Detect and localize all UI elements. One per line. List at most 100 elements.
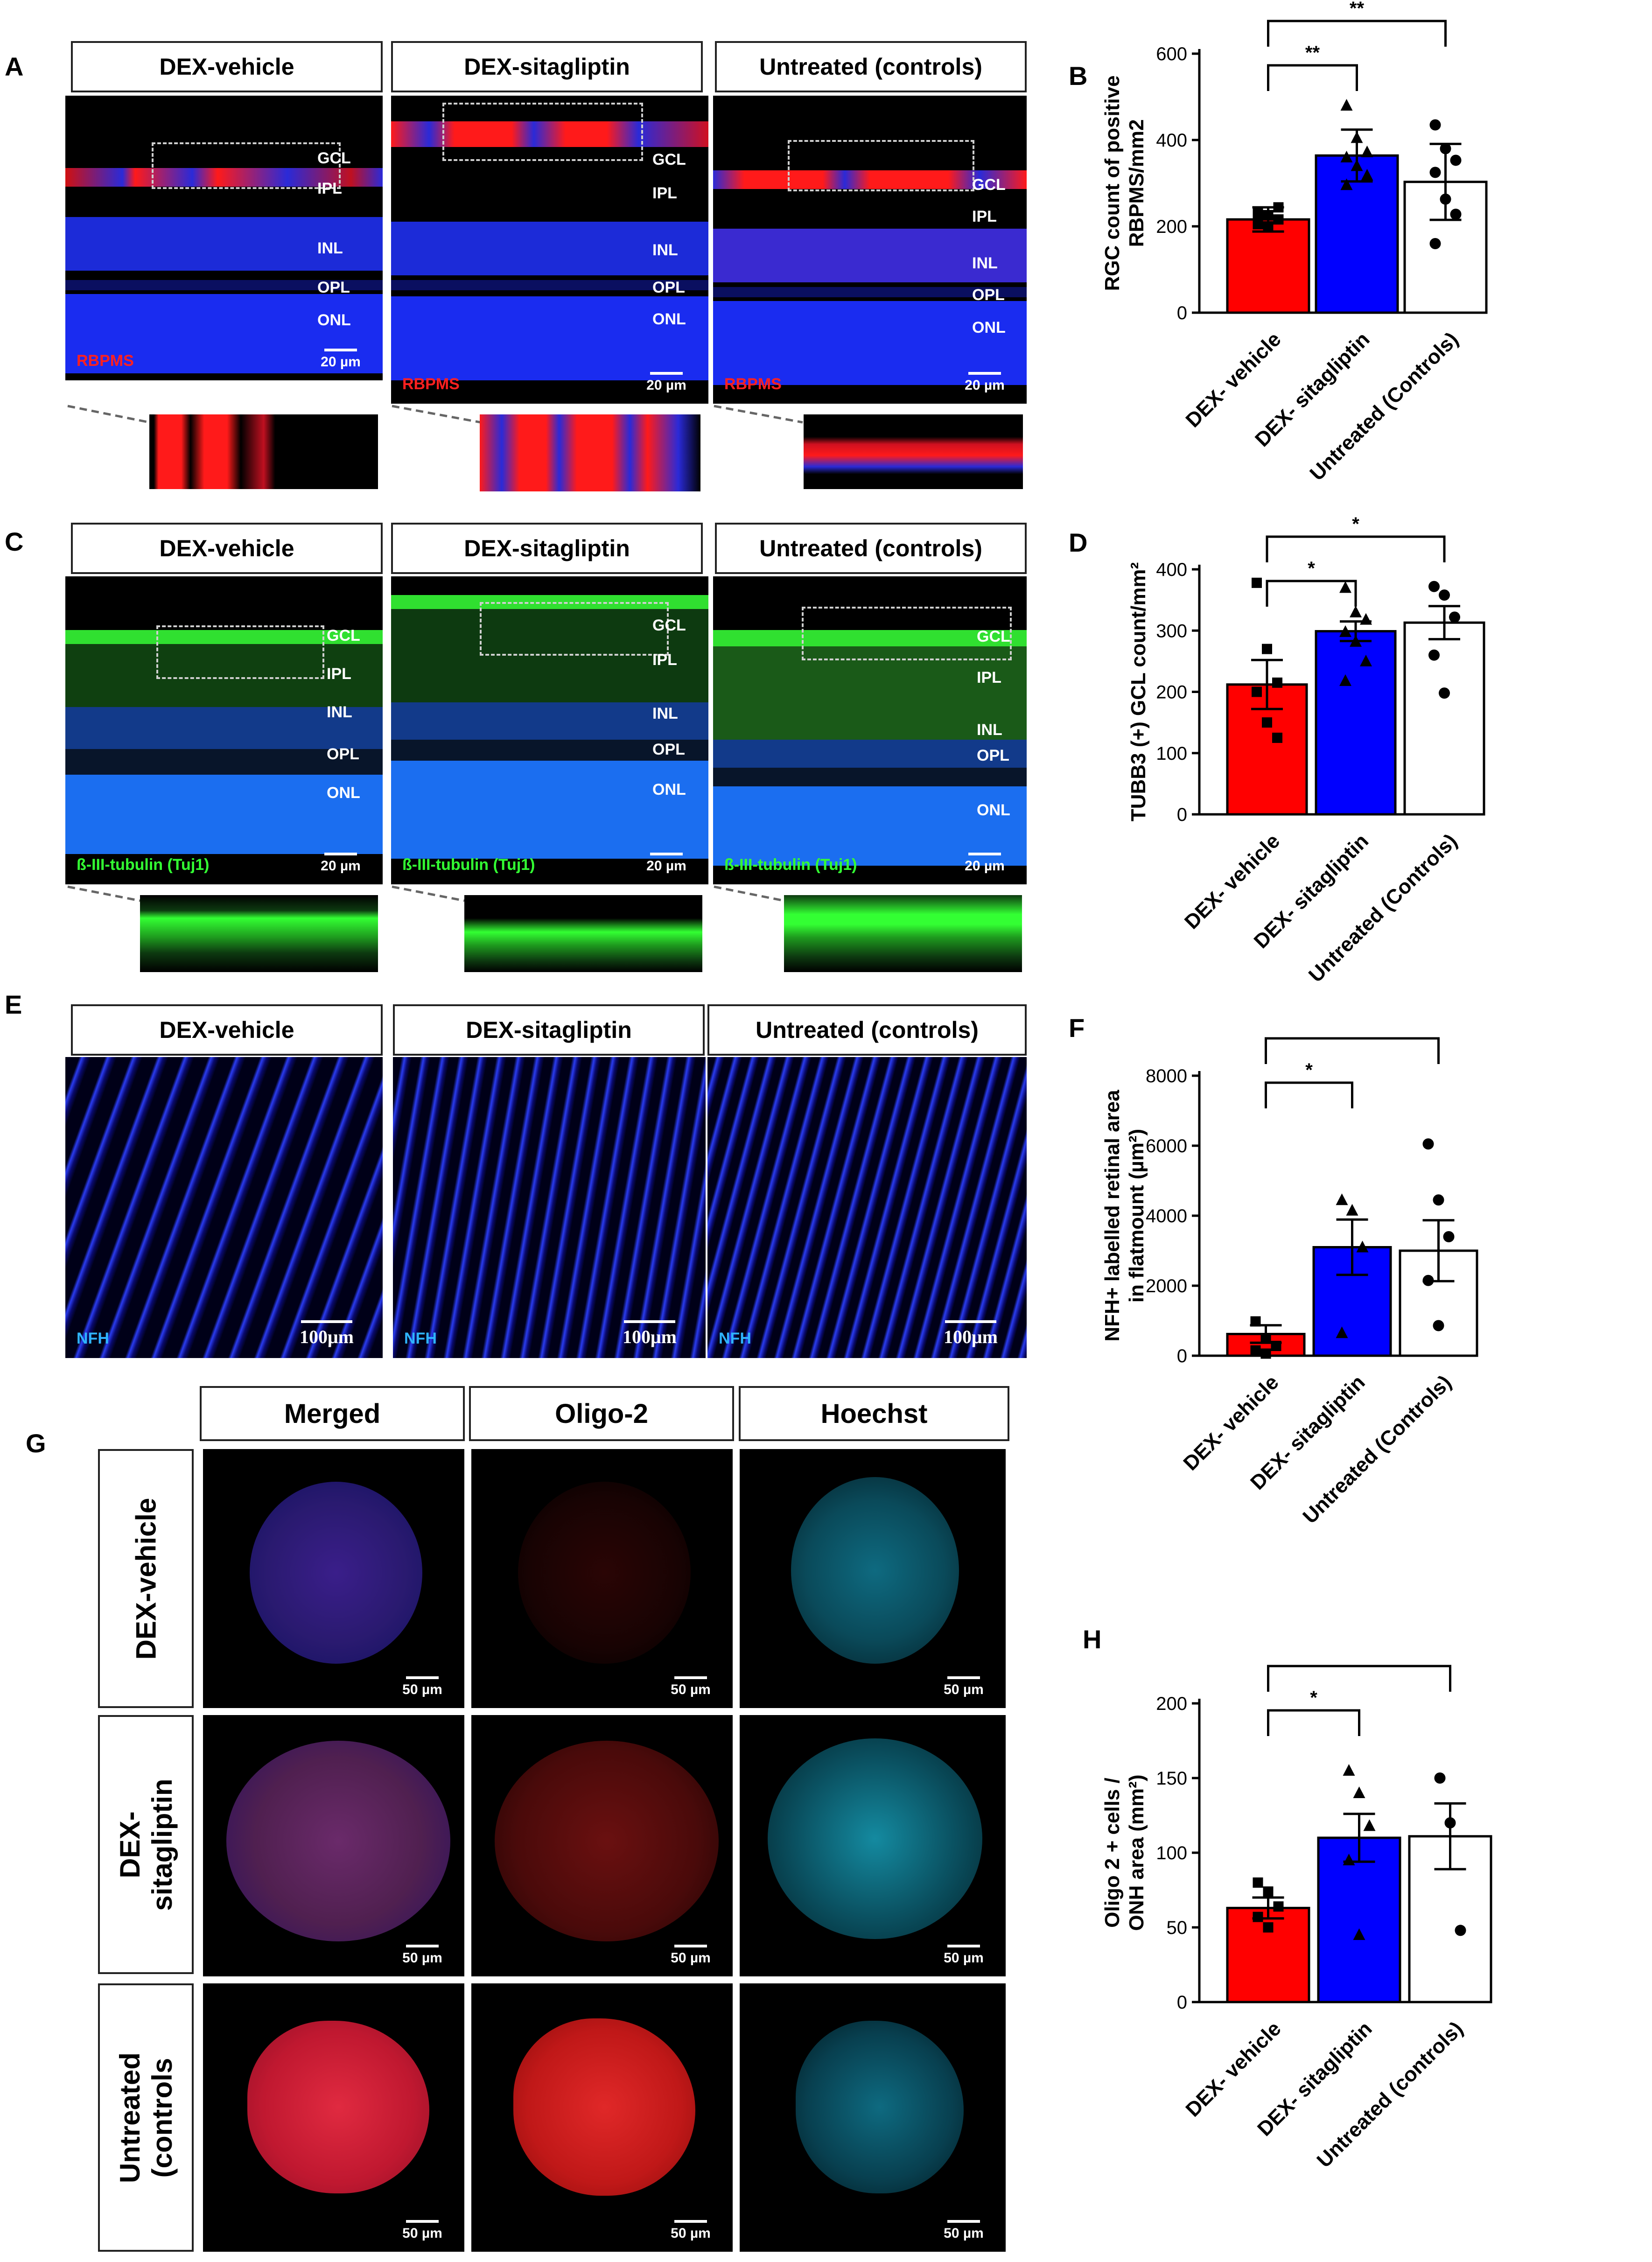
tuj1-zoom-inset-untreated: [784, 895, 1022, 972]
bar: [1226, 1906, 1310, 2003]
data-point: [1260, 1333, 1271, 1344]
stain-label-nfh: NFH: [404, 1330, 437, 1347]
x-category-label: Untreated (controls): [1313, 2017, 1468, 2172]
stain-label-nfh: NFH: [77, 1330, 109, 1347]
scale-bar: 100μm: [612, 1320, 687, 1348]
significance-bracket: [1267, 1709, 1360, 1736]
data-point: [1346, 1204, 1358, 1216]
stain-label-rbpms: RBPMS: [402, 375, 460, 393]
bar: [1315, 630, 1397, 816]
scale-bar-label: 50 µm: [944, 2226, 984, 2241]
data-point: [1340, 151, 1353, 162]
layer-label-opl: OPL: [652, 741, 685, 758]
zoom-connector-lines: [67, 405, 803, 424]
y-tick-label: 200: [1156, 217, 1187, 237]
y-tick-label: 0: [1177, 805, 1187, 825]
data-point: [1440, 193, 1451, 205]
scale-bar: 50 µm: [940, 2220, 987, 2241]
layer-label-ipl: IPL: [652, 184, 677, 202]
scale-bar: 50 µm: [399, 1676, 446, 1698]
bar: [1403, 621, 1485, 816]
y-tick-label: 4000: [1146, 1206, 1187, 1226]
y-axis-label: RGC count of positive RBPMS/mm2: [1101, 76, 1148, 291]
onh-section: [791, 1477, 959, 1664]
significance-bracket: [1265, 1081, 1353, 1108]
onh-section: [768, 1738, 982, 1939]
scale-bar-label: 20 µm: [646, 378, 686, 393]
data-point: [1433, 1194, 1444, 1206]
onh-oligo2-untreated: 50 µm: [471, 1983, 733, 2252]
nfh-image-sitagliptin: NFH 100μm: [393, 1057, 706, 1358]
data-point: [1336, 1193, 1348, 1205]
y-tick-label: 100: [1156, 743, 1187, 764]
layer-label-inl: INL: [317, 239, 343, 257]
y-tick-label: 0: [1177, 1346, 1187, 1366]
scale-bar-label: 50 µm: [671, 2226, 711, 2241]
data-point: [1429, 238, 1441, 249]
row-header-label: Untreated (controls: [114, 2052, 178, 2183]
data-point: [1361, 145, 1373, 157]
x-category-label: DEX- vehicle: [1181, 2017, 1285, 2121]
header-untreated: Untreated (controls): [715, 523, 1027, 574]
header-dex-sitagliptin: DEX-sitagliptin: [393, 1004, 705, 1056]
data-point: [1351, 131, 1363, 143]
onh-merged-vehicle: 50 µm: [203, 1449, 464, 1708]
significance-bracket: [1267, 20, 1447, 47]
data-point: [1343, 1764, 1355, 1776]
y-tick-label: 200: [1156, 682, 1187, 703]
layer-label-onl: ONL: [977, 801, 1010, 819]
data-point: [1263, 210, 1274, 220]
layer-label-onl: ONL: [652, 310, 686, 328]
row-header-vehicle: DEX-vehicle: [98, 1449, 194, 1708]
onh-merged-sitagliptin: 50 µm: [203, 1715, 464, 1976]
onh-section: [796, 2021, 964, 2193]
layer-label-opl: OPL: [327, 745, 359, 763]
data-point: [1340, 99, 1353, 111]
y-tick-label: 2000: [1146, 1276, 1187, 1296]
onh-merged-untreated: 50 µm: [203, 1983, 464, 2252]
panel-label-h: H: [1083, 1625, 1102, 1654]
zoom-region-box: [788, 140, 974, 191]
data-point: [1273, 214, 1284, 225]
y-tick-label: 8000: [1146, 1066, 1187, 1086]
scale-bar: 20 µm: [961, 853, 1008, 874]
layer-label-ipl: IPL: [977, 669, 1001, 686]
layer-label-gcl: GCL: [652, 616, 686, 634]
data-point: [1429, 167, 1441, 178]
scale-bar-label: 50 µm: [402, 2226, 442, 2241]
data-point: [1273, 202, 1284, 213]
x-category-label: Untreated (Controls): [1305, 328, 1463, 485]
scale-bar: 20 µm: [317, 349, 364, 370]
layer-label-onl: ONL: [327, 784, 360, 802]
y-axis-label-line: TUBB3 (+) GCL count/mm²: [1127, 562, 1150, 821]
significance-bracket: [1267, 64, 1358, 91]
row-header-sitagliptin: DEX-sitagliptin: [98, 1715, 194, 1974]
tuj1-image-sitagliptin: GCL IPL INL OPL ONL ß-III-tubulin (Tuj1)…: [391, 576, 708, 884]
header-dex-vehicle: DEX-vehicle: [71, 41, 383, 92]
stain-label-tuj1: ß-III-tubulin (Tuj1): [402, 856, 535, 874]
onh-hoechst-sitagliptin: 50 µm: [740, 1715, 1006, 1976]
y-tick-label: 100: [1156, 1843, 1187, 1863]
data-point: [1253, 208, 1263, 219]
scale-bar: 20 µm: [643, 372, 690, 393]
data-point: [1443, 1231, 1455, 1242]
data-point: [1429, 119, 1441, 131]
data-point: [1262, 717, 1272, 728]
stain-label-rbpms: RBPMS: [724, 375, 782, 393]
y-axis-label-line: RGC count of positive: [1101, 76, 1124, 291]
data-point: [1271, 1341, 1281, 1351]
data-point: [1336, 1326, 1348, 1338]
scale-bar: 20 µm: [643, 853, 690, 874]
row-header-label: DEX-vehicle: [130, 1498, 161, 1660]
layer-label-onl: ONL: [652, 781, 686, 798]
data-point: [1444, 1817, 1456, 1828]
data-point: [1440, 143, 1451, 154]
scale-bar-label: 20 µm: [321, 354, 361, 370]
layer-label-opl: OPL: [652, 279, 685, 296]
zoom-region-box: [480, 602, 669, 656]
column-header-oligo2: Oligo-2: [469, 1386, 734, 1441]
data-point: [1439, 687, 1450, 699]
data-point: [1253, 1912, 1263, 1922]
layer-label-ipl: IPL: [317, 180, 342, 197]
scale-bar-label: 50 µm: [944, 1682, 984, 1697]
